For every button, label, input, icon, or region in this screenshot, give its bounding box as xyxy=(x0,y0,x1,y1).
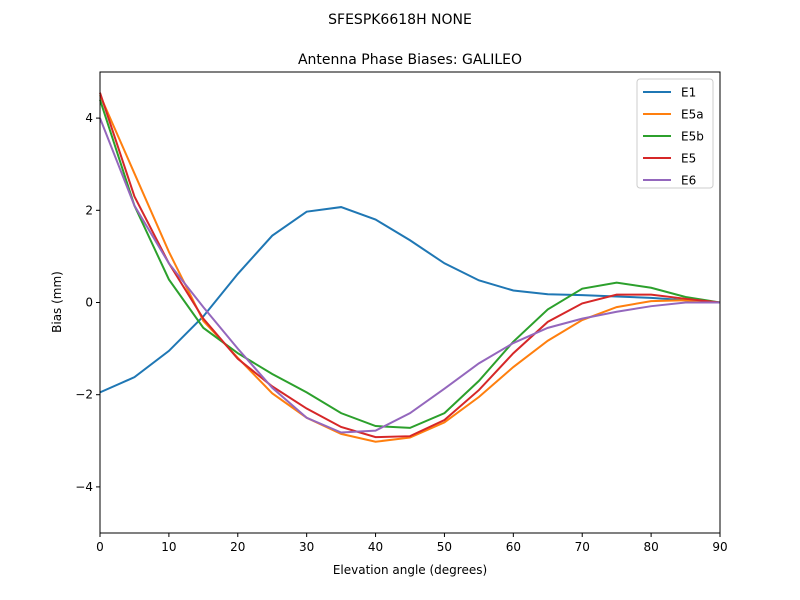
y-tick-label: −2 xyxy=(75,388,93,402)
x-tick-label: 80 xyxy=(643,540,658,554)
legend-box xyxy=(636,78,714,189)
x-tick-label: 20 xyxy=(230,540,245,554)
legend-entry: E5 xyxy=(681,152,696,166)
series-line-e5a xyxy=(99,94,721,443)
x-tick-label: 30 xyxy=(299,540,314,554)
y-tick-label: −4 xyxy=(75,480,93,494)
series-line-e5 xyxy=(99,92,721,439)
x-tick-label: 70 xyxy=(575,540,590,554)
plot-area xyxy=(99,92,721,443)
chart-title: Antenna Phase Biases: GALILEO xyxy=(298,52,522,68)
legend-entry: E5b xyxy=(681,130,704,144)
x-tick-label: 40 xyxy=(368,540,383,554)
x-axis: 0 10 20 30 40 50 60 70 80 90 xyxy=(96,533,728,554)
series-line-e6 xyxy=(99,117,720,434)
y-axis-label: Bias (mm) xyxy=(50,271,64,333)
y-tick-label: 4 xyxy=(85,111,93,125)
suptitle: SFESPK6618H NONE xyxy=(328,12,472,28)
x-tick-label: 10 xyxy=(161,540,176,554)
y-tick-label: 2 xyxy=(85,203,93,217)
legend-entry: E6 xyxy=(681,174,696,188)
legend-entry: E1 xyxy=(681,86,696,100)
legend: E1 E5a E5b E5 E6 xyxy=(636,78,714,189)
legend-entry: E5a xyxy=(681,108,704,122)
y-axis: −4 −2 0 2 4 xyxy=(75,111,100,494)
y-tick-label: 0 xyxy=(85,296,93,310)
x-tick-label: 50 xyxy=(437,540,452,554)
series-line-e1 xyxy=(99,206,721,394)
x-tick-label: 90 xyxy=(712,540,727,554)
series-line-e5b xyxy=(99,99,721,429)
x-axis-label: Elevation angle (degrees) xyxy=(333,563,487,577)
x-tick-label: 60 xyxy=(506,540,521,554)
x-tick-label: 0 xyxy=(96,540,104,554)
